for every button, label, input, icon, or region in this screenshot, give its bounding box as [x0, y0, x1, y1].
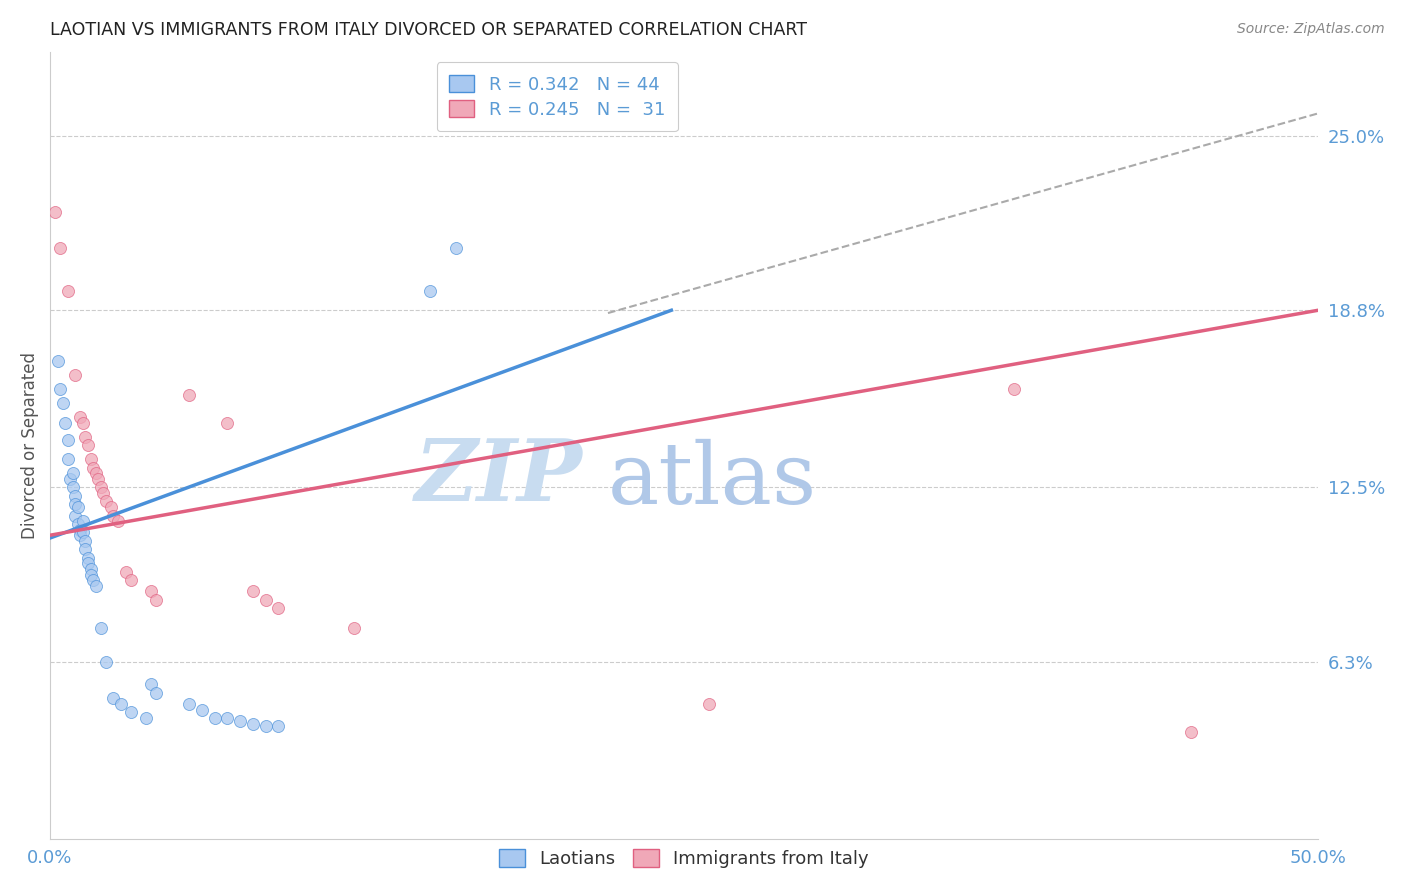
Point: [141, 584, 163, 599]
Point: [242, 584, 264, 599]
Point: [77, 557, 100, 571]
Point: [44, 204, 66, 219]
Point: [66, 516, 89, 531]
Point: [217, 711, 239, 725]
Point: [90, 480, 112, 494]
Point: [72, 525, 94, 540]
Point: [254, 719, 277, 733]
Y-axis label: Divorced or Separated: Divorced or Separated: [21, 351, 39, 539]
Point: [419, 284, 441, 298]
Point: [103, 691, 125, 706]
Point: [343, 621, 366, 635]
Point: [115, 565, 138, 579]
Point: [229, 714, 252, 728]
Point: [267, 719, 290, 733]
Point: [84, 467, 107, 481]
Point: [87, 472, 110, 486]
Point: [77, 550, 100, 565]
Point: [90, 621, 112, 635]
Point: [79, 452, 101, 467]
Point: [79, 562, 101, 576]
Point: [53, 416, 76, 430]
Point: [84, 579, 107, 593]
Text: ZIP: ZIP: [415, 435, 582, 518]
Point: [191, 703, 214, 717]
Point: [82, 573, 104, 587]
Point: [82, 460, 104, 475]
Point: [242, 716, 264, 731]
Point: [52, 396, 75, 410]
Point: [56, 433, 79, 447]
Point: [56, 452, 79, 467]
Point: [145, 593, 167, 607]
Point: [145, 686, 167, 700]
Point: [66, 500, 89, 515]
Text: atlas: atlas: [607, 439, 817, 522]
Point: [75, 533, 97, 548]
Point: [72, 514, 94, 528]
Point: [444, 241, 467, 255]
Point: [179, 387, 201, 401]
Point: [56, 284, 79, 298]
Point: [65, 368, 87, 382]
Point: [49, 382, 72, 396]
Point: [135, 711, 157, 725]
Point: [77, 438, 100, 452]
Point: [100, 500, 122, 515]
Point: [94, 494, 117, 508]
Point: [75, 430, 97, 444]
Point: [103, 508, 125, 523]
Point: [179, 697, 201, 711]
Text: Source: ZipAtlas.com: Source: ZipAtlas.com: [1237, 22, 1385, 37]
Point: [94, 655, 117, 669]
Point: [1180, 725, 1202, 739]
Point: [107, 514, 129, 528]
Point: [75, 542, 97, 557]
Point: [79, 567, 101, 582]
Point: [120, 706, 142, 720]
Point: [91, 486, 114, 500]
Point: [69, 528, 91, 542]
Point: [69, 410, 91, 425]
Point: [1002, 382, 1025, 396]
Point: [267, 601, 290, 615]
Point: [204, 711, 226, 725]
Point: [217, 416, 239, 430]
Point: [120, 573, 142, 587]
Text: LAOTIAN VS IMMIGRANTS FROM ITALY DIVORCED OR SEPARATED CORRELATION CHART: LAOTIAN VS IMMIGRANTS FROM ITALY DIVORCE…: [51, 21, 807, 39]
Point: [110, 697, 132, 711]
Legend: Laotians, Immigrants from Italy: Laotians, Immigrants from Italy: [491, 840, 877, 877]
Point: [62, 467, 84, 481]
Point: [254, 593, 277, 607]
Point: [59, 472, 82, 486]
Point: [65, 508, 87, 523]
Point: [69, 523, 91, 537]
Point: [65, 497, 87, 511]
Point: [65, 489, 87, 503]
Point: [141, 677, 163, 691]
Point: [49, 241, 72, 255]
Point: [72, 416, 94, 430]
Point: [699, 697, 721, 711]
Point: [62, 480, 84, 494]
Point: [46, 354, 69, 368]
